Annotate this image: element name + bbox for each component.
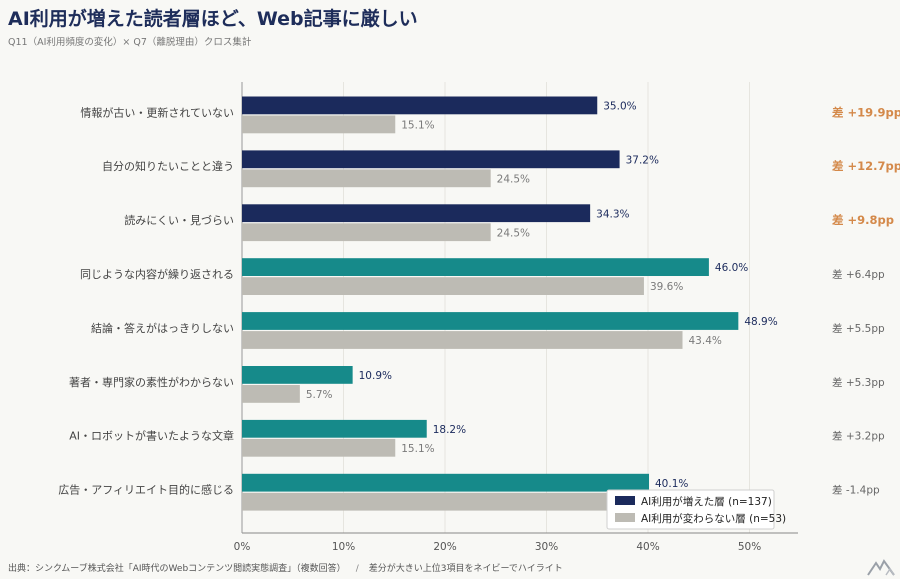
category-label: 広告・アフィリエイト目的に感じる <box>58 483 234 497</box>
bar-ai-increased <box>242 312 739 330</box>
bar-value-label: 24.5% <box>497 227 530 239</box>
bar-value-label: 24.5% <box>497 173 530 185</box>
x-tick-label: 50% <box>738 541 761 553</box>
source-footer: 出典：シンクムーブ株式会社「AI時代のWebコンテンツ閲読実態調査」（複数回答）… <box>8 561 563 574</box>
bar-ai-increased <box>242 473 650 492</box>
x-tick-label: 30% <box>535 541 558 553</box>
difference-label: 差 +3.2pp <box>832 430 885 443</box>
x-tick-label: 40% <box>636 541 659 553</box>
difference-label-highlight: 差 +12.7pp <box>832 159 900 173</box>
bar-value-label: 40.1% <box>655 478 688 490</box>
difference-label-highlight: 差 +9.8pp <box>832 213 894 227</box>
x-tick-label: 10% <box>332 541 355 553</box>
bar-ai-unchanged <box>242 169 491 188</box>
x-tick-label: 0% <box>234 541 251 553</box>
difference-label: 差 -1.4pp <box>832 484 880 497</box>
bar-value-label: 18.2% <box>433 424 466 436</box>
bar-ai-increased <box>242 419 427 438</box>
legend-swatch-ai-unchanged <box>615 513 635 522</box>
source-text: 出典：シンクムーブ株式会社「AI時代のWebコンテンツ閲読実態調査」（複数回答） <box>8 564 346 574</box>
bar-value-label: 46.0% <box>715 262 748 274</box>
legend-swatch-ai-increased <box>615 496 635 505</box>
difference-label: 差 +6.4pp <box>832 268 885 281</box>
chart-title: AI利用が増えた読者層ほど、Web記事に厳しい <box>8 8 418 30</box>
chart-subtitle: Q11（AI利用頻度の変化）× Q7（離脱理由）クロス集計 <box>8 37 252 48</box>
footer-separator: / <box>355 564 359 574</box>
bar-ai-unchanged <box>242 492 664 511</box>
category-label: 同じような内容が繰り返される <box>80 267 234 281</box>
bar-ai-increased <box>242 96 598 115</box>
publisher-logo-icon <box>867 559 895 576</box>
bar-value-label: 10.9% <box>359 370 392 382</box>
bar-ai-unchanged <box>242 385 300 403</box>
bar-ai-increased <box>242 258 709 276</box>
legend-box <box>606 489 775 530</box>
bar-ai-unchanged <box>242 115 396 134</box>
bar-ai-unchanged <box>242 277 644 295</box>
difference-label: 差 +5.3pp <box>832 376 885 389</box>
footer-note: 差分が大きい上位3項目をネイビーでハイライト <box>368 564 563 574</box>
bar-value-label: 34.3% <box>596 208 629 220</box>
bar-value-label: 15.1% <box>401 120 434 132</box>
bar-ai-increased <box>242 366 353 384</box>
bar-value-label: 48.9% <box>744 316 777 328</box>
category-label: 情報が古い・更新されていない <box>80 105 234 119</box>
bar-value-label: 5.7% <box>306 389 333 401</box>
bar-ai-increased <box>242 204 591 223</box>
bar-value-label: 43.4% <box>689 335 722 347</box>
bar-value-label: 35.0% <box>603 101 636 113</box>
bar-ai-increased <box>242 150 620 169</box>
bar-value-label: 37.2% <box>626 154 659 166</box>
bar-ai-unchanged <box>242 331 683 349</box>
bar-ai-unchanged <box>242 438 396 457</box>
difference-label: 差 +5.5pp <box>832 322 885 335</box>
difference-label-highlight: 差 +19.9pp <box>832 105 900 119</box>
bar-value-label: 39.6% <box>650 281 683 293</box>
legend-label: AI利用が変わらない層 (n=53) <box>641 512 786 525</box>
bar-value-label: 15.1% <box>401 443 434 455</box>
category-label: 結論・答えがはっきりしない <box>91 321 234 335</box>
category-label: 自分の知りたいことと違う <box>102 159 234 173</box>
category-label: 読みにくい・見づらい <box>124 213 234 227</box>
x-tick-label: 20% <box>433 541 456 553</box>
category-label: AI・ロボットが書いたような文章 <box>69 429 234 443</box>
legend-label: AI利用が増えた層 (n=137) <box>641 495 772 508</box>
legend: AI利用が増えた層 (n=137) AI利用が変わらない層 (n=53) <box>606 489 786 530</box>
category-label: 著者・専門家の素性がわからない <box>69 375 234 389</box>
bar-ai-unchanged <box>242 223 491 242</box>
